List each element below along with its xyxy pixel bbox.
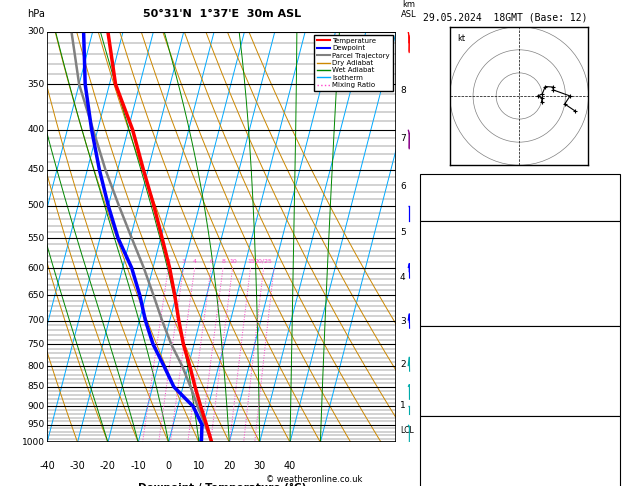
Text: SREH: SREH [425,449,445,458]
Text: 309: 309 [600,359,615,367]
Text: 2: 2 [400,360,406,368]
Text: 1.74: 1.74 [594,208,615,218]
Text: Most Unstable: Most Unstable [485,329,555,338]
Text: 14.2: 14.2 [595,239,615,248]
Text: 8: 8 [400,86,406,95]
Text: 20: 20 [223,461,235,471]
Text: 15: 15 [247,259,255,264]
Text: 0: 0 [165,461,172,471]
Text: CIN (J): CIN (J) [425,313,460,323]
Text: EH: EH [425,434,435,443]
Text: StmSpd (kt): StmSpd (kt) [425,479,479,486]
Text: 4: 4 [193,259,197,264]
Text: 600: 600 [28,263,45,273]
Text: 1: 1 [610,284,615,293]
Text: LCL: LCL [400,426,414,435]
Text: 700: 700 [28,316,45,325]
Text: -30: -30 [70,461,86,471]
Legend: Temperature, Dewpoint, Parcel Trajectory, Dry Adiabat, Wet Adiabat, Isotherm, Mi: Temperature, Dewpoint, Parcel Trajectory… [314,35,392,91]
Text: 1007: 1007 [595,344,615,353]
Text: 50°31'N  1°37'E  30m ASL: 50°31'N 1°37'E 30m ASL [143,9,301,19]
Text: 10.8: 10.8 [595,254,615,263]
Text: 500: 500 [28,201,45,210]
Text: 30: 30 [253,461,266,471]
Text: -3: -3 [605,434,615,443]
Text: Pressure (mb): Pressure (mb) [425,344,489,353]
Text: 650: 650 [28,291,45,300]
Text: 10: 10 [229,259,237,264]
Text: StmDir: StmDir [425,464,455,473]
Text: 950: 950 [28,420,45,429]
Text: 309: 309 [600,269,615,278]
Text: km
ASL: km ASL [401,0,416,19]
Text: 10: 10 [193,461,205,471]
Text: θₑ(K): θₑ(K) [425,269,450,278]
Text: 1: 1 [400,401,406,410]
Text: K: K [425,177,430,186]
Text: 450: 450 [28,165,45,174]
Text: 750: 750 [28,340,45,348]
Text: © weatheronline.co.uk: © weatheronline.co.uk [266,474,363,484]
Text: Dewpoint / Temperature (°C): Dewpoint / Temperature (°C) [138,483,306,486]
Text: 350: 350 [28,80,45,88]
Text: Hodograph: Hodograph [496,418,544,428]
Text: 550: 550 [28,234,45,243]
Text: -10: -10 [130,461,146,471]
Text: 4: 4 [400,273,406,282]
Text: 283°: 283° [595,464,615,473]
Text: 8: 8 [221,259,225,264]
Text: 5: 5 [400,228,406,237]
Text: Totals Totals: Totals Totals [425,193,493,202]
Text: 1: 1 [610,374,615,382]
Text: Temp (°C): Temp (°C) [425,239,470,248]
Text: 400: 400 [28,125,45,134]
Text: -20: -20 [100,461,116,471]
Text: 0: 0 [610,313,615,323]
Text: 0: 0 [610,403,615,413]
Text: Lifted Index: Lifted Index [425,284,484,293]
Text: 26: 26 [605,479,615,486]
Text: 17: 17 [604,177,615,186]
Text: 20/25: 20/25 [255,259,273,264]
Text: CIN (J): CIN (J) [425,403,460,413]
Text: 3: 3 [400,317,406,326]
Text: 900: 900 [28,402,45,411]
Text: Mixing Ratio (g/kg): Mixing Ratio (g/kg) [431,259,440,338]
Text: 29.05.2024  18GMT (Base: 12): 29.05.2024 18GMT (Base: 12) [423,12,587,22]
Text: 6: 6 [209,259,213,264]
Text: 1000: 1000 [22,438,45,447]
Text: 53: 53 [605,299,615,308]
Text: Surface: Surface [501,224,538,233]
Text: 300: 300 [28,27,45,36]
Text: 6: 6 [400,182,406,191]
Text: 3: 3 [182,259,186,264]
Text: 7: 7 [400,135,406,143]
Text: 2: 2 [167,259,170,264]
Text: 47: 47 [604,193,615,202]
Text: PW (cm): PW (cm) [425,208,461,218]
Text: Dewp (°C): Dewp (°C) [425,254,470,263]
Text: 800: 800 [28,362,45,371]
Text: θₑ (K): θₑ (K) [425,359,455,367]
Text: kt: kt [457,34,465,43]
Text: hPa: hPa [28,9,45,19]
Text: 53: 53 [605,388,615,398]
Text: CAPE (J): CAPE (J) [425,388,465,398]
Text: 36: 36 [605,449,615,458]
Text: Lifted Index: Lifted Index [425,374,484,382]
Text: 850: 850 [28,382,45,391]
Text: 40: 40 [284,461,296,471]
Text: -40: -40 [39,461,55,471]
Text: CAPE (J): CAPE (J) [425,299,465,308]
